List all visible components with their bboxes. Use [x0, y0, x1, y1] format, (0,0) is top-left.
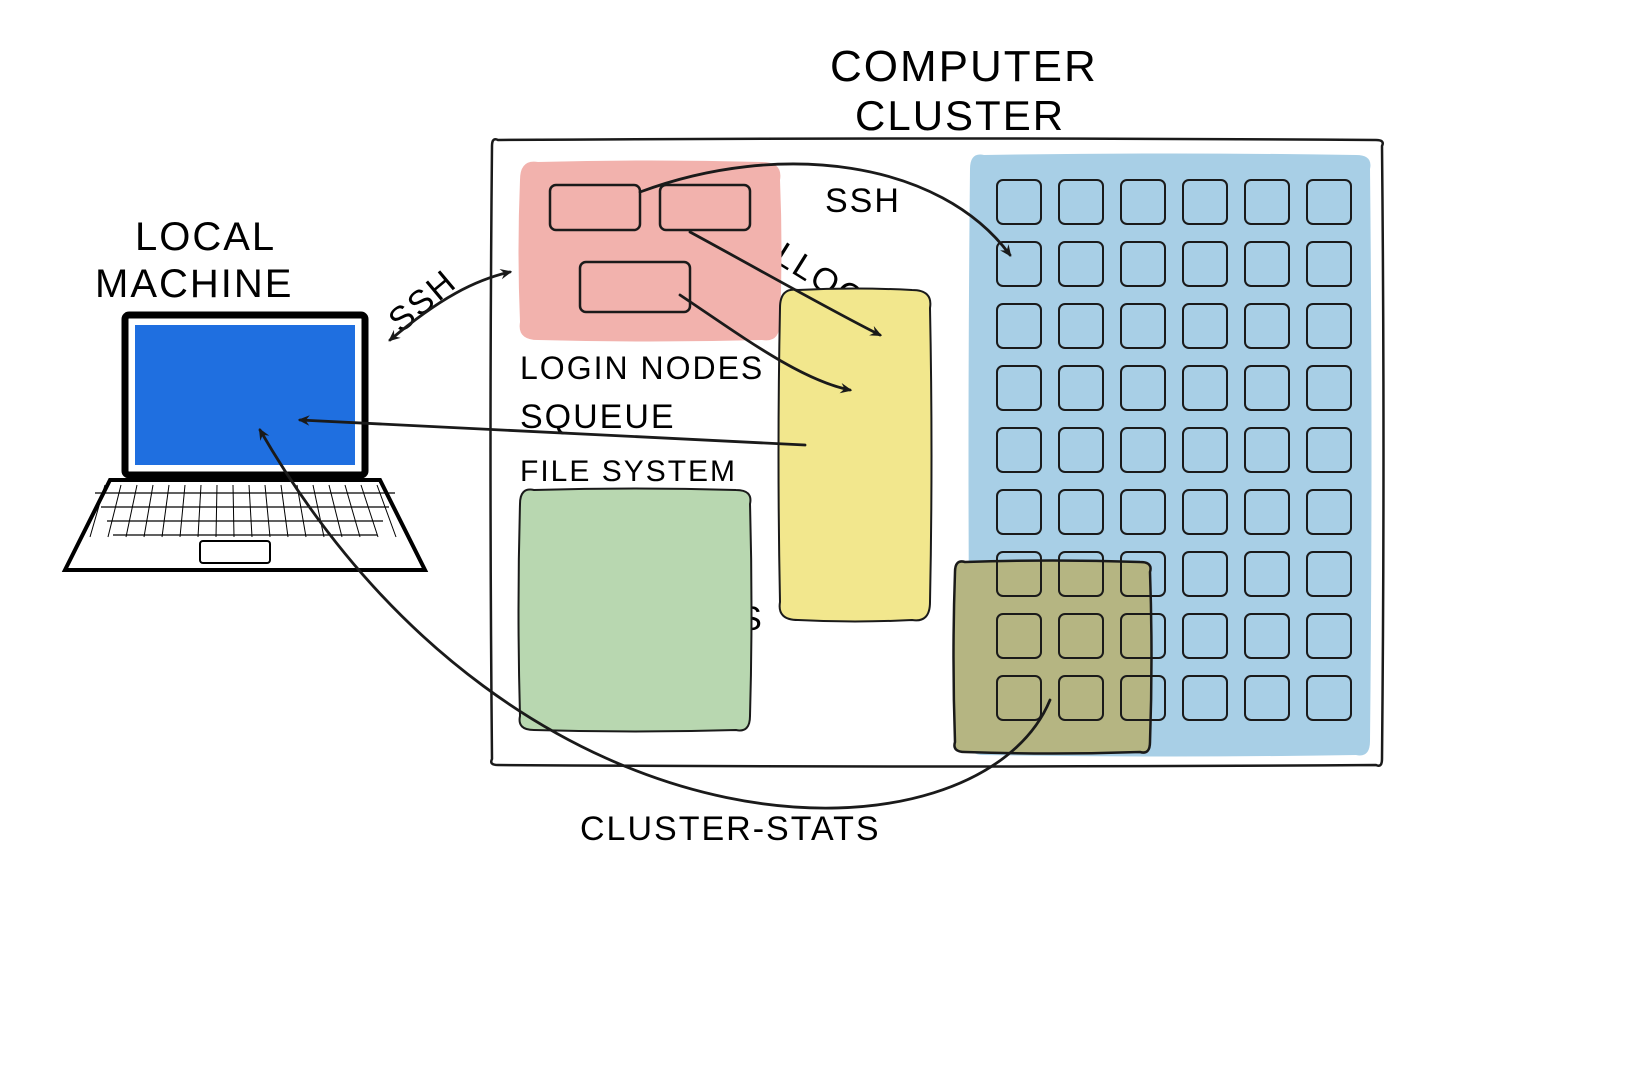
nodes-vertical-label: NODES [1332, 505, 1368, 663]
login-nodes-label: LOGIN NODES [520, 350, 764, 387]
projects-label: /PROJECTS [555, 600, 764, 639]
home-label: /HOME [555, 545, 676, 584]
ssh-label-1: SSH [381, 262, 464, 341]
title-line2: CLUSTER [855, 92, 1065, 140]
local-line1: LOCAL [135, 215, 276, 260]
squeue-label: SQUEUE [520, 398, 676, 437]
scratch-label: /SCRATCH [548, 660, 735, 699]
diagram-svg [0, 0, 1631, 1083]
ssh-label-2: SSH [825, 182, 901, 221]
cluster-stats-label: CLUSTER-STATS [580, 810, 881, 849]
job-label: JOB [815, 425, 887, 464]
compute-vertical-label: COMPUTE [1332, 188, 1368, 409]
diagram-root: COMPUTER CLUSTER LOCAL MACHINE SSH SSH S… [0, 0, 1631, 1083]
local-line2: MACHINE [95, 262, 293, 307]
title-line1: COMPUTER [830, 42, 1098, 92]
filesystem-label: FILE SYSTEM [520, 455, 737, 489]
queue-label: QUEUE [795, 470, 926, 509]
